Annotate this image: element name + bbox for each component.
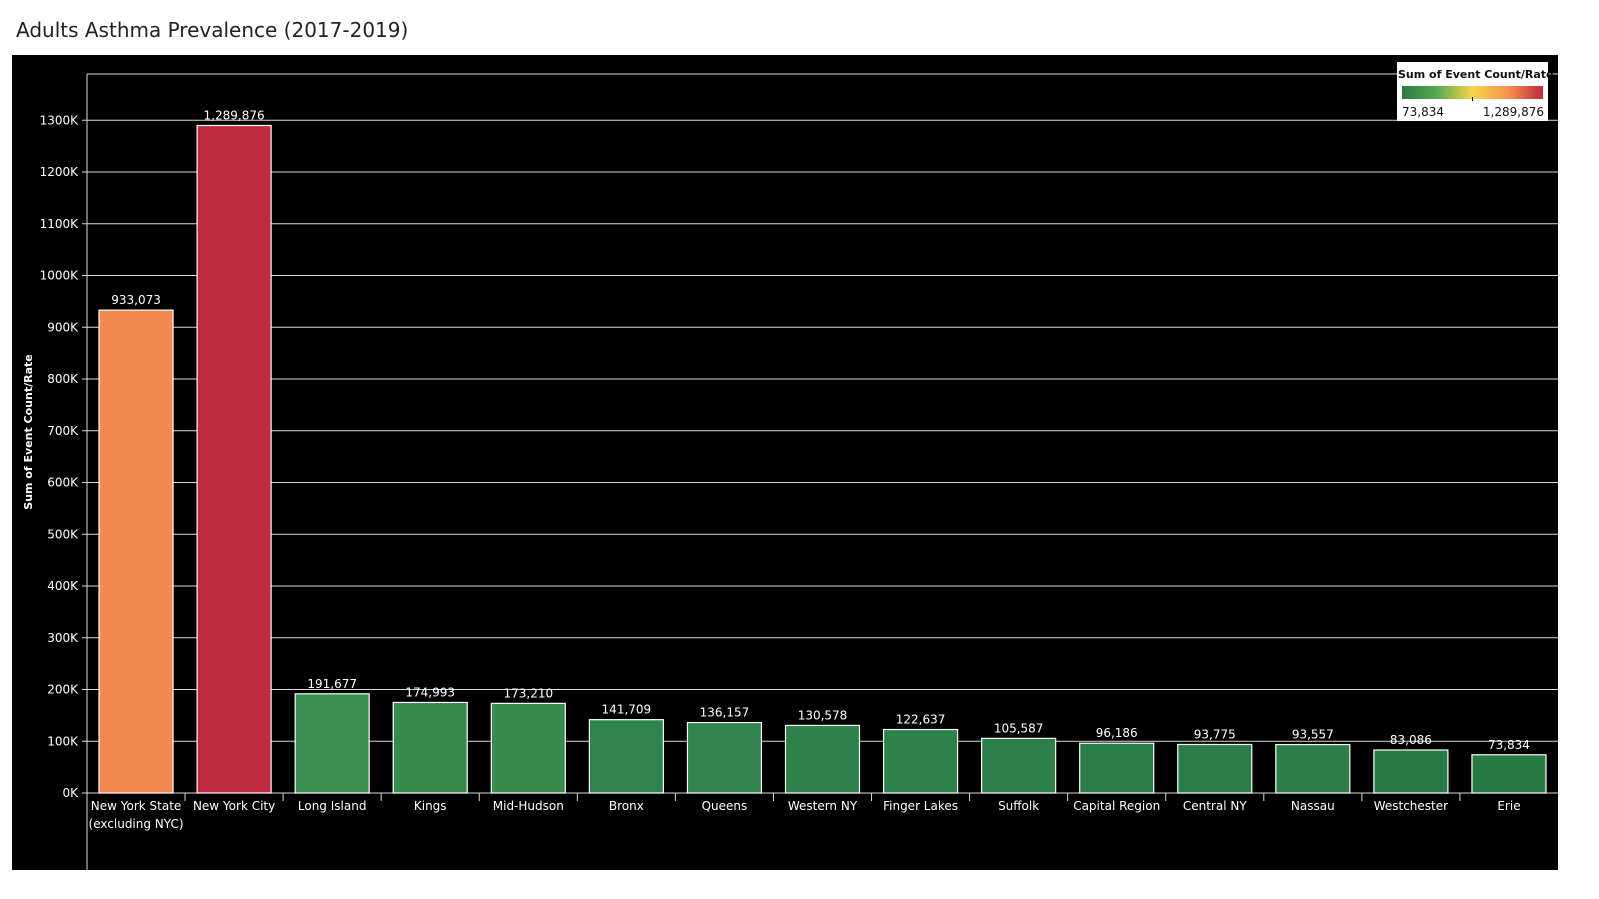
x-tick-label: Bronx bbox=[609, 799, 644, 813]
x-tick-label: Mid-Hudson bbox=[493, 799, 564, 813]
bar-value-label: 933,073 bbox=[111, 293, 161, 307]
y-tick-label: 400K bbox=[47, 579, 79, 593]
bar bbox=[882, 728, 959, 794]
y-tick-label: 600K bbox=[47, 476, 79, 490]
x-tick-label: Queens bbox=[702, 799, 748, 813]
y-tick-label: 200K bbox=[47, 683, 79, 697]
chart-panel: 0K 100K 200K 300K 400K 500K 600K 700K 800K 900K 10… bbox=[12, 55, 1558, 870]
bar-value-label: 191,677 bbox=[307, 677, 357, 691]
bar bbox=[392, 701, 468, 794]
bar-value-label: 1,289,876 bbox=[204, 108, 265, 122]
bar bbox=[1275, 743, 1351, 794]
bar-chart: 0K 100K 200K 300K 400K 500K 600K 700K 800K 900K 10… bbox=[22, 73, 1558, 870]
bar bbox=[98, 309, 174, 794]
x-tick-label: Western NY bbox=[788, 799, 858, 813]
bar bbox=[588, 719, 664, 794]
legend-tick bbox=[1472, 97, 1473, 101]
y-tick-label: 100K bbox=[47, 734, 79, 748]
legend-max-label: 1,289,876 bbox=[1482, 105, 1544, 119]
bar-value-label: 96,186 bbox=[1096, 726, 1138, 740]
bar bbox=[196, 124, 272, 794]
chart-title: Adults Asthma Prevalence (2017-2019) bbox=[16, 18, 409, 42]
y-tick-label: 900K bbox=[47, 320, 79, 334]
y-tick-label: 300K bbox=[47, 631, 79, 645]
bar-value-label: 83,086 bbox=[1390, 733, 1432, 747]
x-tick-label: New York State bbox=[91, 799, 182, 813]
bar bbox=[686, 721, 763, 794]
x-tick-label: Long Island bbox=[298, 799, 367, 813]
bar bbox=[294, 693, 370, 794]
bar bbox=[1471, 754, 1547, 794]
x-tick-label: (excluding NYC) bbox=[89, 817, 184, 831]
x-tick-label: Capital Region bbox=[1073, 799, 1160, 813]
x-tick-label: Nassau bbox=[1291, 799, 1335, 813]
y-tick-label: 0K bbox=[62, 786, 79, 800]
y-tick-label: 1100K bbox=[40, 217, 80, 231]
bar bbox=[1373, 749, 1449, 794]
bar-value-label: 174,993 bbox=[405, 685, 455, 699]
y-tick-label: 1200K bbox=[40, 165, 80, 179]
x-tick-label: Westchester bbox=[1374, 799, 1448, 813]
bar bbox=[1079, 742, 1155, 794]
y-tick-label: 1000K bbox=[40, 269, 80, 283]
x-tick-label: Kings bbox=[414, 799, 447, 813]
bar bbox=[981, 737, 1057, 794]
y-tick-label: 1300K bbox=[40, 113, 80, 127]
legend-title: Sum of Event Count/Rate bbox=[1398, 68, 1554, 81]
x-tick-label: Suffolk bbox=[998, 799, 1039, 813]
bar bbox=[490, 702, 566, 794]
bar bbox=[784, 724, 861, 794]
x-tick-label: Erie bbox=[1497, 799, 1520, 813]
bar-value-label: 122,637 bbox=[896, 713, 946, 727]
y-tick-label: 500K bbox=[47, 527, 79, 541]
y-tick-label: 700K bbox=[47, 424, 79, 438]
bar-value-label: 93,775 bbox=[1194, 727, 1236, 741]
x-tick-label: Finger Lakes bbox=[883, 799, 958, 813]
bar-value-label: 130,578 bbox=[798, 708, 848, 722]
bar-value-label: 105,587 bbox=[994, 721, 1044, 735]
y-axis-title: Sum of Event Count/Rate bbox=[22, 354, 35, 509]
color-legend: Sum of Event Count/Rate 73,834 1,289,876 bbox=[1397, 62, 1553, 121]
y-tick-label: 800K bbox=[47, 372, 79, 386]
legend-min-label: 73,834 bbox=[1402, 105, 1444, 119]
x-tick-label: Central NY bbox=[1183, 799, 1247, 813]
bar bbox=[1177, 743, 1253, 794]
x-tick-label: New York City bbox=[193, 799, 275, 813]
bar-value-label: 141,709 bbox=[602, 703, 652, 717]
bar-value-label: 173,210 bbox=[503, 686, 553, 700]
bar-value-label: 136,157 bbox=[700, 706, 750, 720]
bar-value-label: 93,557 bbox=[1292, 728, 1334, 742]
legend-gradient bbox=[1402, 86, 1543, 99]
bar-value-label: 73,834 bbox=[1488, 738, 1530, 752]
